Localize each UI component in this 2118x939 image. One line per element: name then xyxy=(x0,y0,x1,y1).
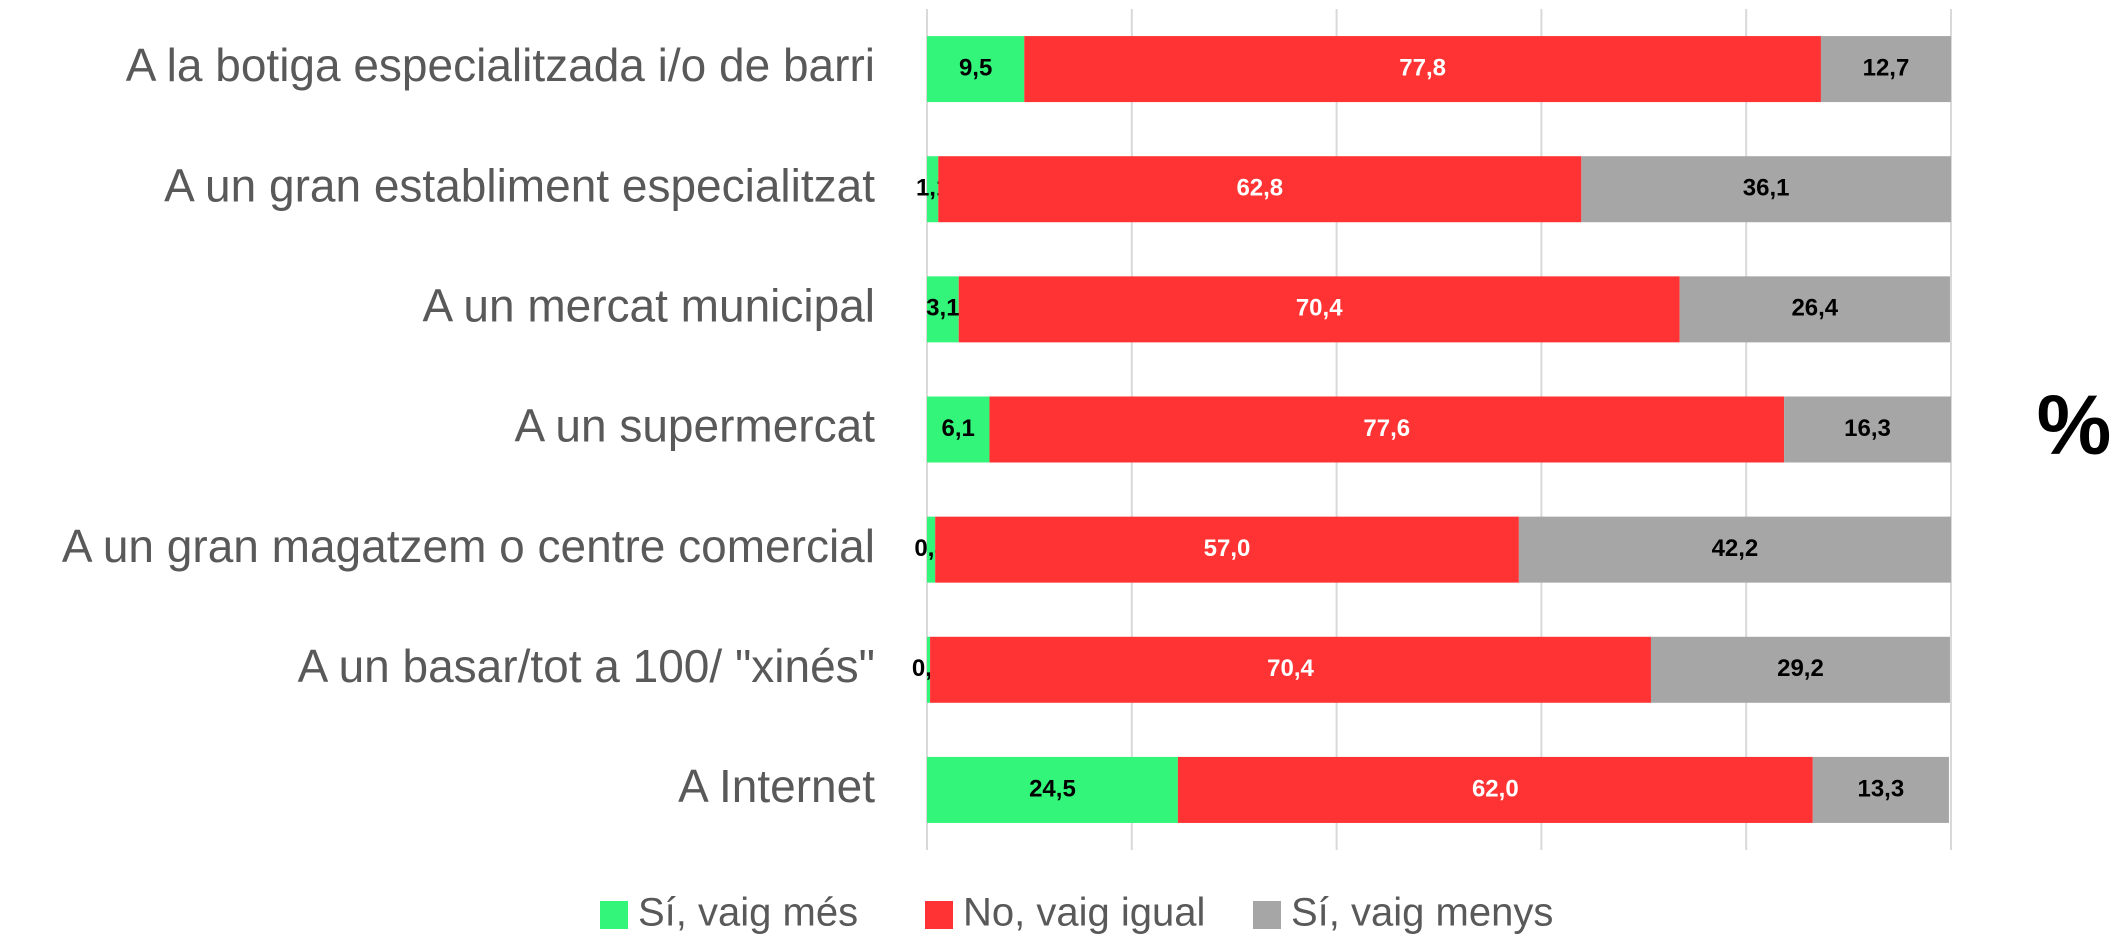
data-label: 9,5 xyxy=(959,54,992,81)
y-tick-label: A un gran magatzem o centre comercial xyxy=(62,520,875,572)
y-tick-label: A un supermercat xyxy=(514,400,875,452)
bar-segment xyxy=(1820,36,1951,103)
bar-segment xyxy=(1679,276,1950,343)
bar-segment xyxy=(927,276,959,343)
data-label: 42,2 xyxy=(1712,535,1759,562)
data-label: 36,1 xyxy=(1743,175,1790,202)
bar-segment xyxy=(1812,756,1949,823)
bar-segment xyxy=(927,396,990,463)
data-label: 26,4 xyxy=(1791,295,1838,322)
bar-segment xyxy=(1581,156,1951,223)
data-label: 77,8 xyxy=(1399,54,1446,81)
data-label: 62,0 xyxy=(1472,775,1519,802)
data-label: 13,3 xyxy=(1857,775,1904,802)
data-label: 70,4 xyxy=(1267,655,1314,682)
bar-segment xyxy=(958,276,1680,343)
bar-segment xyxy=(938,156,1582,223)
bar-segment xyxy=(989,396,1785,463)
data-label: 12,7 xyxy=(1863,54,1910,81)
bar-segment xyxy=(1650,636,1950,703)
y-tick-label: A un mercat municipal xyxy=(422,280,875,332)
legend-label: Sí, vaig més xyxy=(638,891,858,935)
bar-segment xyxy=(1024,36,1821,103)
data-label: 77,6 xyxy=(1363,415,1410,442)
bar-segment xyxy=(927,636,931,703)
bar-segment xyxy=(927,36,1025,103)
data-label: 16,3 xyxy=(1844,415,1891,442)
legend-label: Sí, vaig menys xyxy=(1291,891,1553,935)
data-label: 24,5 xyxy=(1029,775,1076,802)
data-label: 62,8 xyxy=(1236,175,1283,202)
legend-swatch xyxy=(925,901,953,929)
y-tick-label: A Internet xyxy=(678,760,875,812)
legend-label: No, vaig igual xyxy=(963,891,1205,935)
axis-unit-label: % xyxy=(2037,378,2112,472)
y-tick-label: A un basar/tot a 100/ "xinés" xyxy=(298,640,875,692)
legend-swatch xyxy=(600,901,628,929)
y-tick-label: A la botiga especialitzada i/o de barri xyxy=(126,39,875,91)
data-label: 3,1 xyxy=(926,295,959,322)
data-label: 29,2 xyxy=(1777,655,1824,682)
bar-segment xyxy=(927,156,939,223)
bar-segment xyxy=(927,516,936,583)
data-label: 70,4 xyxy=(1296,295,1343,322)
bar-segment xyxy=(930,636,1651,703)
legend-swatch xyxy=(1253,901,1281,929)
bar-segment xyxy=(935,516,1519,583)
data-label: 57,0 xyxy=(1204,535,1251,562)
bar-segment xyxy=(927,756,1178,823)
y-tick-label: A un gran establiment especialitzat xyxy=(164,159,875,211)
bar-segment xyxy=(1784,396,1951,463)
bar-segment xyxy=(1518,516,1951,583)
bar-segment xyxy=(1177,756,1813,823)
data-label: 6,1 xyxy=(942,415,975,442)
